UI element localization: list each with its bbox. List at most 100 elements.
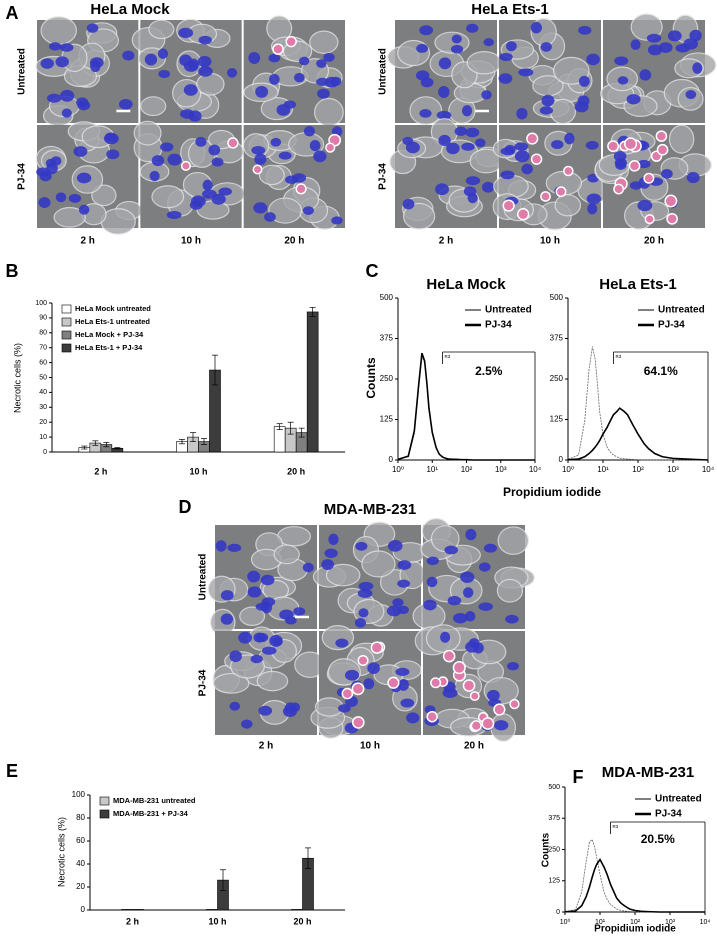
cell-outline	[497, 526, 530, 555]
nucleus	[465, 176, 481, 186]
gate-label: R3	[445, 354, 451, 359]
cell-outline	[256, 670, 289, 692]
column-label: 2 h	[259, 741, 273, 752]
y-tick-label: 500	[548, 784, 560, 791]
gate-label: R3	[616, 354, 622, 359]
necrotic-cell	[526, 132, 539, 145]
nucleus	[253, 632, 266, 643]
nucleus	[55, 56, 69, 68]
y-tick-label: 50	[39, 374, 47, 381]
x-tick-label: 10⁴	[700, 919, 711, 926]
nucleus	[226, 68, 238, 78]
bar	[121, 909, 133, 911]
nucleus	[416, 43, 429, 53]
nucleus	[157, 48, 169, 59]
nucleus	[269, 634, 283, 647]
necrotic-cell	[666, 212, 678, 225]
nucleus	[499, 52, 513, 62]
cell-outline	[353, 598, 385, 624]
nucleus	[218, 187, 232, 196]
nucleus	[158, 69, 170, 79]
nucleus	[357, 588, 373, 598]
nucleus	[77, 100, 91, 111]
bar	[132, 909, 144, 911]
x-tick-label: 2 h	[126, 916, 139, 926]
necrotic-cell	[493, 703, 506, 716]
nucleus	[438, 134, 451, 147]
cell-outline	[549, 98, 577, 125]
legend-label: PJ-34	[658, 320, 685, 331]
nucleus	[367, 662, 380, 675]
legend-swatch	[61, 317, 72, 327]
nucleus	[626, 94, 641, 105]
y-axis-label: Counts	[364, 357, 378, 399]
y-tick-label: 70	[39, 345, 47, 352]
nucleus	[46, 93, 62, 103]
nucleus	[354, 618, 366, 628]
y-tick-label: 375	[380, 334, 394, 343]
nucleus	[500, 147, 516, 156]
nucleus	[585, 140, 599, 150]
nucleus	[323, 52, 335, 62]
nucleus	[646, 33, 662, 43]
y-tick-label: 0	[81, 905, 86, 914]
nucleus	[478, 562, 491, 572]
nucleus	[518, 68, 534, 77]
nucleus	[78, 204, 90, 215]
x-tick-label: 10⁴	[529, 465, 542, 474]
nucleus	[440, 631, 451, 643]
x-tick-label: 10³	[667, 465, 679, 474]
bar	[273, 426, 286, 453]
nucleus	[478, 602, 493, 611]
nucleus	[316, 77, 329, 87]
y-tick-label: 0	[559, 455, 564, 464]
necrotic-cell	[469, 691, 480, 702]
necrotic-cell	[664, 194, 678, 208]
cell-outline	[466, 51, 502, 75]
nucleus	[647, 44, 663, 56]
nucleus	[578, 75, 590, 87]
x-tick-label: 10 h	[208, 916, 226, 926]
nucleus	[435, 183, 449, 196]
necrotic-cell	[509, 698, 520, 710]
necrotic-cell	[656, 143, 669, 156]
nucleus	[415, 70, 430, 81]
micrograph-image	[492, 125, 610, 231]
panel-label: A	[6, 3, 19, 23]
cell-outline	[554, 194, 582, 217]
nucleus	[692, 62, 703, 74]
nucleus	[461, 142, 475, 151]
cell-outline	[313, 97, 344, 127]
nucleus	[255, 602, 270, 611]
micrograph-image	[412, 517, 535, 630]
micrograph-title: MDA-MB-231	[324, 501, 417, 518]
nucleus	[189, 200, 203, 210]
nucleus	[465, 611, 476, 622]
nucleus	[229, 650, 242, 663]
nucleus	[419, 109, 432, 118]
nucleus	[103, 133, 119, 145]
nucleus	[436, 110, 452, 120]
necrotic-cell	[285, 35, 297, 48]
nucleus	[90, 60, 101, 73]
histogram-curve	[397, 352, 535, 461]
micrograph-title: HeLa Ets-1	[471, 1, 549, 18]
nucleus	[498, 73, 513, 84]
nucleus	[338, 704, 351, 713]
necrotic-cell	[426, 710, 438, 723]
chart-title: HeLa Ets-1	[599, 276, 677, 293]
cell-outline	[212, 672, 250, 694]
panel-label: F	[573, 767, 584, 787]
nucleus	[202, 179, 213, 191]
nucleus	[149, 170, 160, 182]
nucleus	[250, 654, 263, 664]
nucleus	[269, 73, 280, 85]
y-tick-label: 80	[76, 813, 85, 822]
nucleus	[329, 76, 342, 87]
nucleus	[247, 570, 261, 583]
y-tick-label: 80	[39, 330, 47, 337]
nucleus	[386, 605, 402, 617]
nucleus	[446, 142, 460, 155]
row-label: PJ-34	[378, 163, 389, 190]
x-tick-label: 10⁰	[392, 465, 404, 474]
